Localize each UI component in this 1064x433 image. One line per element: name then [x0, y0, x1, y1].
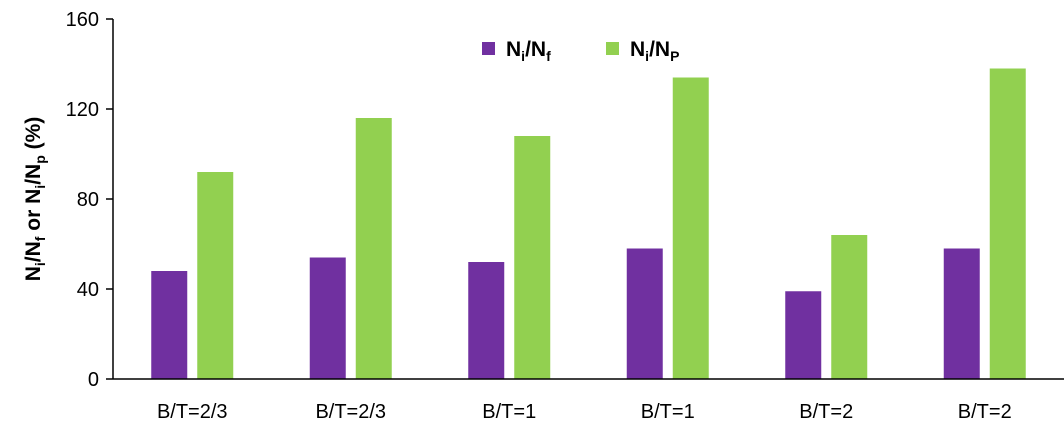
legend-swatch — [482, 42, 495, 55]
bars — [151, 68, 1026, 379]
bar-ni-nf — [785, 291, 822, 379]
bar-ni-np — [197, 172, 234, 379]
legend-label: Ni/Nf — [506, 38, 551, 64]
y-tick-label: 120 — [66, 99, 99, 121]
bar-ni-nf — [626, 248, 663, 379]
bar-ni-np — [831, 235, 868, 379]
y-axis-label: Ni/Nf or Ni/Np (%) — [22, 117, 48, 282]
bar-ni-nf — [309, 257, 346, 379]
legend-label: Ni/NP — [630, 38, 679, 64]
x-category-label: B/T=2/3 — [157, 401, 228, 423]
legend-swatch — [606, 42, 619, 55]
x-category-label: B/T=2 — [799, 401, 853, 423]
y-axis-ticks: 0 40 80 120 160 — [66, 9, 113, 391]
x-category-label: B/T=2/3 — [315, 401, 386, 423]
bar-ni-nf — [151, 271, 188, 379]
bar-ni-np — [989, 68, 1026, 379]
bar-ni-np — [514, 136, 551, 379]
y-tick-label: 0 — [88, 369, 99, 391]
bar-ni-np — [355, 118, 392, 379]
bar-ni-np — [672, 77, 709, 379]
bar-ni-nf — [943, 248, 980, 379]
legend: Ni/Nf Ni/NP — [482, 38, 679, 64]
x-axis-labels: B/T=2/3 B/T=2/3 B/T=1 B/T=1 B/T=2 B/T=2 — [157, 401, 1012, 423]
bar-ni-nf — [468, 262, 505, 379]
x-category-label: B/T=1 — [641, 401, 695, 423]
x-category-label: B/T=2 — [958, 401, 1012, 423]
y-tick-label: 80 — [77, 189, 99, 211]
x-category-label: B/T=1 — [482, 401, 536, 423]
y-tick-label: 160 — [66, 9, 99, 31]
y-tick-label: 40 — [77, 279, 99, 301]
y-axis-title: Ni/Nf or Ni/Np (%) — [22, 117, 48, 282]
